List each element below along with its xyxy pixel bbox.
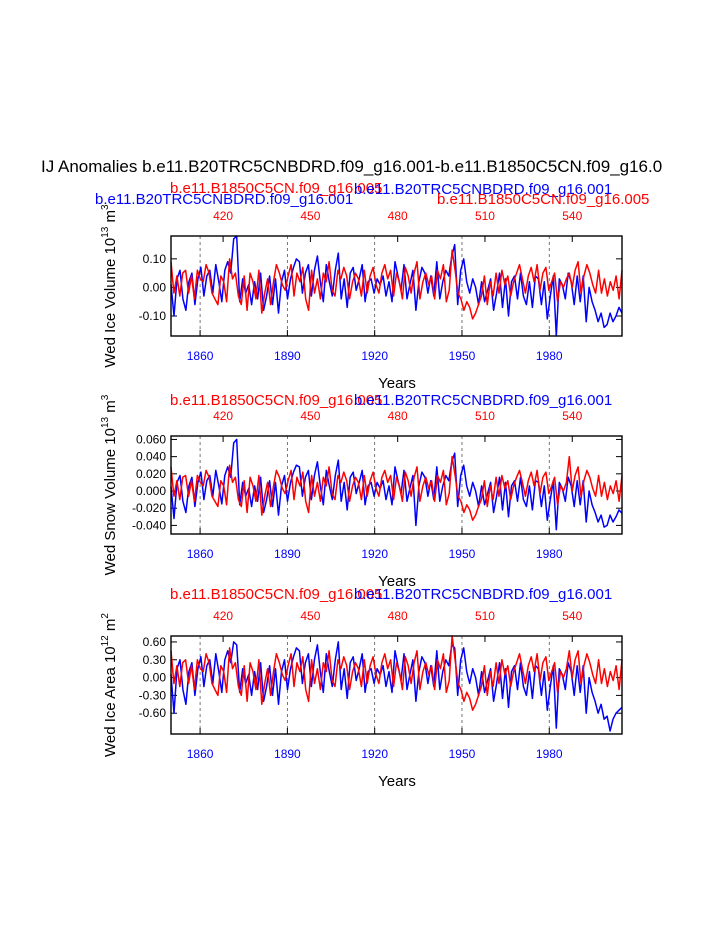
y-tick-label: 0.00 [143, 280, 167, 294]
y-tick-label: -0.30 [139, 688, 167, 702]
top-tick-label: 540 [562, 409, 582, 423]
main-title: IJ Anomalies b.e11.B20TRC5CNBDRD.f09_g16… [41, 157, 662, 176]
bottom-tick-label: 1950 [449, 547, 476, 561]
panel-title-left: b.e11.B1850C5CN.f09_g16.005 [170, 586, 382, 603]
y-axis-label-part: Wed Ice Area 10 [102, 646, 119, 757]
panel-title-right: b.e11.B20TRC5CNBDRD.f09_g16.001 [354, 586, 612, 603]
top-tick-label: 510 [475, 209, 495, 223]
top-tick-label: 450 [300, 609, 320, 623]
y-axis-label-part: 2 [100, 613, 111, 619]
bottom-tick-label: 1890 [274, 747, 301, 761]
bottom-tick-label: 1980 [536, 547, 563, 561]
y-axis-label-part: 12 [100, 635, 111, 647]
chart-panel-1: b.e11.B20TRC5CNBDRD.f09_g16.001b.e11.B18… [95, 180, 649, 392]
panel-title-right: b.e11.B20TRC5CNBDRD.f09_g16.001 [354, 392, 612, 409]
y-tick-label: 0.020 [136, 467, 166, 481]
y-axis-label: Wed Snow Volume 1013 m3 [100, 394, 119, 575]
x-axis-label: Years [378, 773, 416, 790]
y-axis-label: Wed Ice Volume 1013 m3 [100, 204, 119, 368]
y-tick-label: -0.040 [132, 518, 166, 532]
panel-title-overlap-a: b.e11.B1850C5CN.f09_g16.005 [170, 180, 382, 197]
top-tick-label: 450 [300, 209, 320, 223]
bottom-tick-label: 1950 [449, 349, 476, 363]
panel-title-overlap-b: b.e11.B20TRC5CNBDRD.f09_g16.001 [354, 181, 612, 198]
top-tick-label: 540 [562, 209, 582, 223]
y-axis-label-part: m [102, 210, 119, 227]
series-line-red [170, 249, 623, 320]
y-tick-label: 0.10 [143, 252, 167, 266]
top-tick-label: 510 [475, 609, 495, 623]
y-axis-label-part: 3 [100, 394, 111, 400]
y-axis-label-part: 13 [100, 416, 111, 428]
y-tick-label: -0.10 [139, 309, 167, 323]
top-tick-label: 480 [388, 409, 408, 423]
series-line-red [170, 635, 623, 711]
y-tick-label: -0.020 [132, 501, 166, 515]
bottom-tick-label: 1920 [361, 747, 388, 761]
bottom-tick-label: 1860 [187, 547, 214, 561]
bottom-tick-label: 1890 [274, 547, 301, 561]
panels-group: b.e11.B20TRC5CNBDRD.f09_g16.001b.e11.B18… [95, 180, 649, 790]
y-axis-label-part: 3 [100, 204, 111, 210]
panel-title-left: b.e11.B1850C5CN.f09_g16.005 [170, 392, 382, 409]
top-tick-label: 510 [475, 409, 495, 423]
bottom-tick-label: 1920 [361, 547, 388, 561]
top-tick-label: 420 [213, 409, 233, 423]
bottom-tick-label: 1950 [449, 747, 476, 761]
bottom-tick-label: 1980 [536, 747, 563, 761]
y-tick-label: -0.60 [139, 706, 167, 720]
plot-frame [170, 435, 623, 535]
top-tick-label: 420 [213, 609, 233, 623]
chart-panel-3: b.e11.B1850C5CN.f09_g16.005b.e11.B20TRC5… [100, 586, 623, 790]
y-axis-label-part: m [102, 400, 119, 417]
x-axis-label: Years [378, 573, 416, 590]
panel-title-right: b.e11.B1850C5CN.f09_g16.005 [437, 191, 649, 208]
y-axis-label-part: m [102, 619, 119, 636]
y-tick-label: 0.30 [143, 653, 167, 667]
y-axis-label-part: Wed Ice Volume 10 [102, 238, 119, 368]
plot-frame [170, 235, 623, 337]
top-tick-label: 480 [388, 609, 408, 623]
top-tick-label: 480 [388, 209, 408, 223]
y-axis-label-part: 13 [100, 226, 111, 238]
series-line-red [170, 455, 623, 521]
x-axis-label: Years [378, 375, 416, 392]
plot-frame [170, 635, 623, 735]
top-tick-label: 540 [562, 609, 582, 623]
chart-panel-2: b.e11.B1850C5CN.f09_g16.005b.e11.B20TRC5… [100, 392, 623, 590]
y-tick-label: 0.60 [143, 635, 167, 649]
panel-title-left: b.e11.B20TRC5CNBDRD.f09_g16.001 [95, 191, 353, 208]
bottom-tick-label: 1920 [361, 349, 388, 363]
y-tick-label: 0.060 [136, 432, 166, 446]
bottom-tick-label: 1860 [187, 747, 214, 761]
bottom-tick-label: 1860 [187, 349, 214, 363]
y-tick-label: 0.040 [136, 450, 166, 464]
bottom-tick-label: 1890 [274, 349, 301, 363]
y-tick-label: 0.000 [136, 484, 166, 498]
y-tick-label: 0.00 [143, 671, 167, 685]
top-tick-label: 420 [213, 209, 233, 223]
top-tick-label: 450 [300, 409, 320, 423]
y-axis-label-part: Wed Snow Volume 10 [102, 428, 119, 575]
bottom-tick-label: 1980 [536, 349, 563, 363]
y-axis-label: Wed Ice Area 1012 m2 [100, 613, 119, 757]
